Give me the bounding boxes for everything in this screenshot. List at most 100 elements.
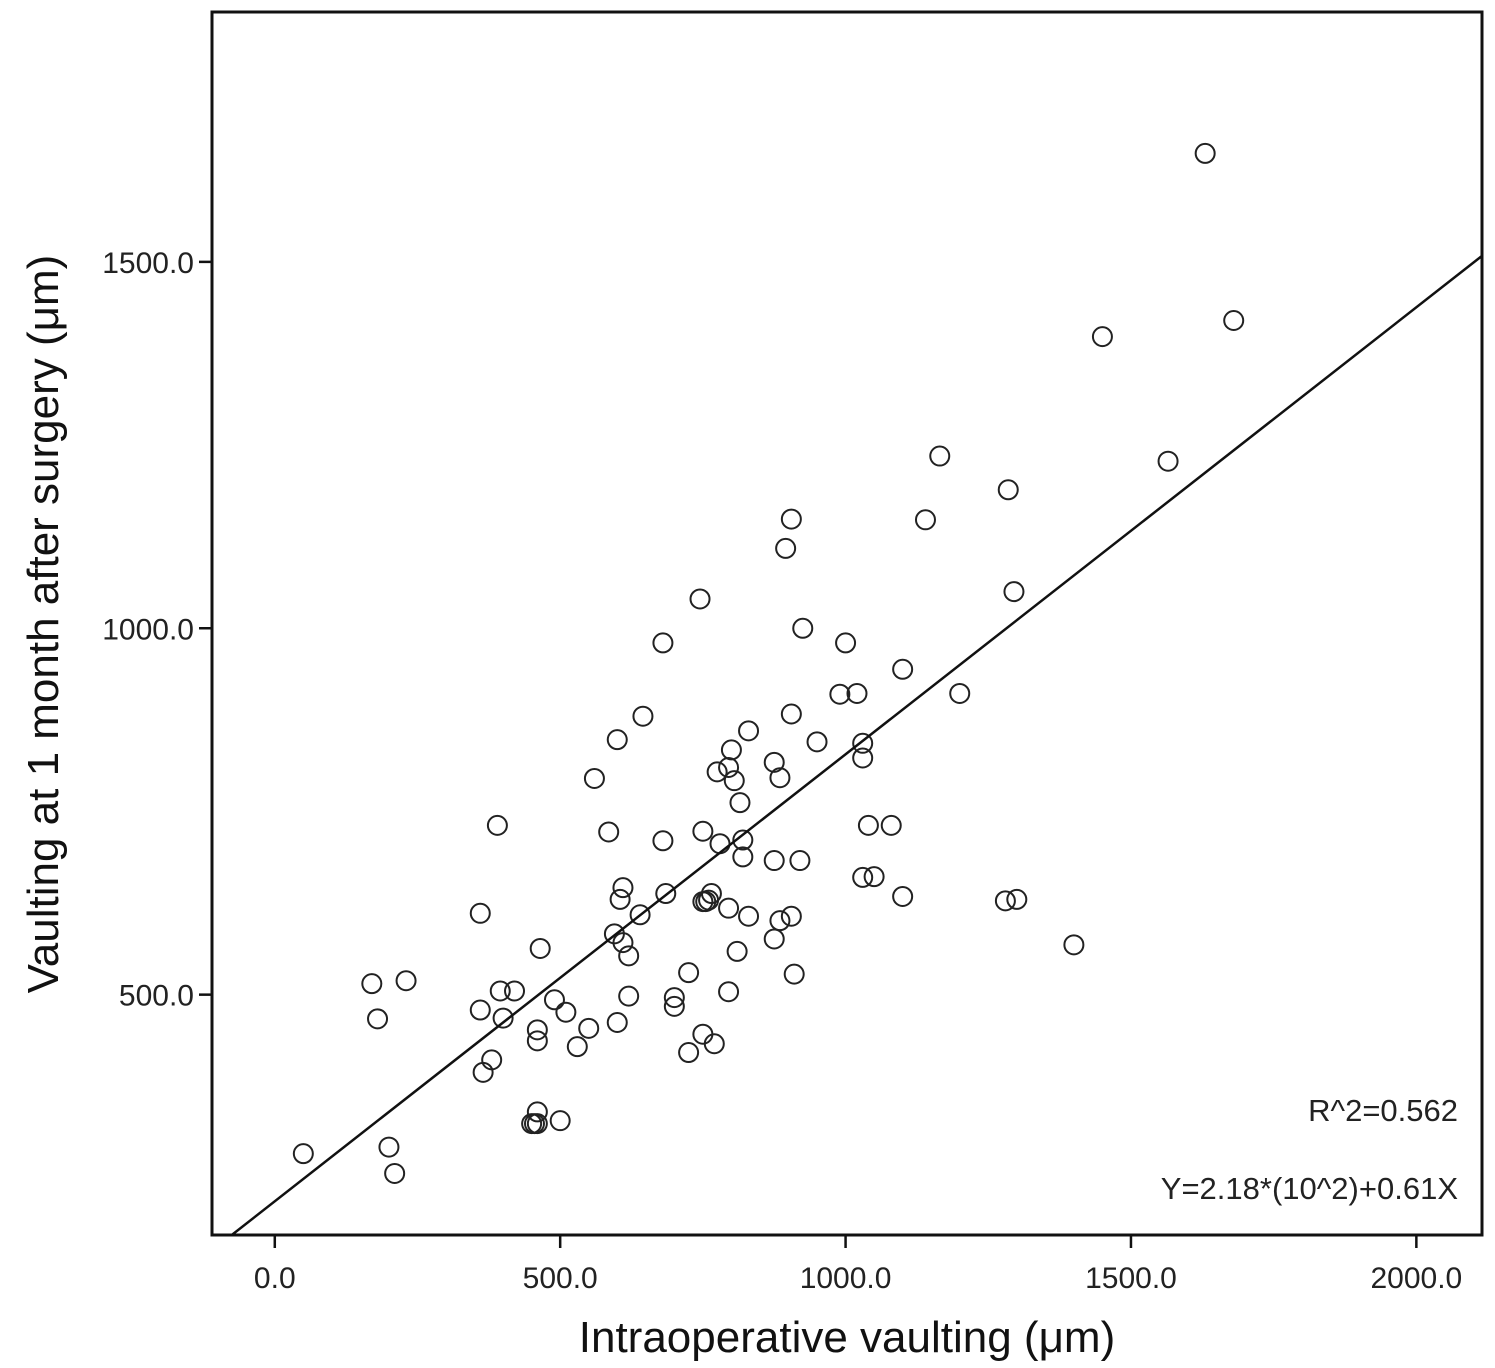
data-point [852, 732, 874, 754]
data-point [706, 761, 728, 783]
data-point [914, 509, 936, 531]
y-tick-label: 1000.0 [102, 613, 194, 646]
x-tick-label: 2000.0 [1370, 1262, 1462, 1295]
data-point [663, 987, 685, 1009]
data-point [997, 479, 1019, 501]
data-point [504, 980, 526, 1002]
data-point [720, 739, 742, 761]
data-point [780, 508, 802, 530]
data-point [689, 588, 711, 610]
data-point [618, 945, 640, 967]
data-point [863, 866, 885, 888]
data-point [367, 1008, 389, 1030]
data-point [678, 1042, 700, 1064]
data-point [612, 932, 634, 954]
data-point [469, 999, 491, 1021]
data-point [1006, 888, 1028, 910]
data-point [783, 963, 805, 985]
data-point [612, 877, 634, 899]
data-point [378, 1136, 400, 1158]
x-tick-label: 500.0 [523, 1262, 598, 1295]
data-point [678, 962, 700, 984]
data-point [769, 910, 791, 932]
x-tick-label: 1000.0 [800, 1262, 892, 1295]
data-point [763, 850, 785, 872]
data-point [718, 897, 740, 919]
data-point [892, 885, 914, 907]
data-point [709, 833, 731, 855]
data-point [1091, 326, 1113, 348]
data-point [543, 989, 565, 1011]
data-point [738, 905, 760, 927]
data-point [526, 1030, 548, 1052]
data-point [892, 658, 914, 680]
data-point [632, 705, 654, 727]
data-point [1157, 450, 1179, 472]
x-axis-title: Intraoperative vaulting (μm) [579, 1313, 1115, 1362]
x-axis-ticks: 0.0 500.0 1000.0 1500.0 2000.0 [254, 1235, 1462, 1295]
data-point [469, 902, 491, 924]
data-point [555, 1001, 577, 1023]
data-point [652, 830, 674, 852]
data-point [852, 866, 874, 888]
data-point [835, 632, 857, 654]
data-point [606, 1011, 628, 1033]
data-point [1003, 581, 1025, 603]
data-point [609, 888, 631, 910]
data-point [846, 682, 868, 704]
data-point [481, 1049, 503, 1071]
data-point [1194, 142, 1216, 164]
data-point [618, 985, 640, 1007]
regression-line [230, 254, 1483, 1236]
data-point [1063, 934, 1085, 956]
data-point [529, 937, 551, 959]
data-point [486, 814, 508, 836]
data-point [292, 1143, 314, 1165]
y-tick-label: 500.0 [119, 980, 194, 1013]
data-point [578, 1017, 600, 1039]
y-axis-ticks: 500.0 1000.0 1500.0 [102, 247, 212, 1013]
data-point [526, 1019, 548, 1041]
data-point [566, 1036, 588, 1058]
y-tick-label: 1500.0 [102, 247, 194, 280]
data-point [655, 883, 677, 905]
data-point [718, 981, 740, 1003]
data-point [994, 890, 1016, 912]
r-squared-annotation: R^2=0.562 [1308, 1093, 1458, 1128]
data-point [583, 767, 605, 789]
data-point [775, 537, 797, 559]
data-point [763, 928, 785, 950]
data-point [703, 1033, 725, 1055]
data-point [489, 980, 511, 1002]
data-points [292, 142, 1245, 1184]
data-point [692, 820, 714, 842]
data-point [780, 905, 802, 927]
data-point [789, 850, 811, 872]
data-point [526, 1101, 548, 1123]
data-point [606, 729, 628, 751]
data-point [852, 747, 874, 769]
data-point [857, 814, 879, 836]
data-point [492, 1007, 514, 1029]
data-point [729, 792, 751, 814]
data-point [663, 995, 685, 1017]
data-point [723, 770, 745, 792]
data-point [949, 682, 971, 704]
data-point [692, 1023, 714, 1045]
data-point [732, 846, 754, 868]
data-point [806, 731, 828, 753]
data-point [726, 940, 748, 962]
data-point [732, 829, 754, 851]
data-point [792, 617, 814, 639]
data-point [526, 1113, 548, 1135]
regression-equation-annotation: Y=2.18*(10^2)+0.61X [1161, 1171, 1459, 1206]
data-point [780, 703, 802, 725]
data-point [652, 632, 674, 654]
x-tick-label: 1500.0 [1085, 1262, 1177, 1295]
data-point [549, 1110, 571, 1132]
plot-frame [210, 10, 1484, 1237]
data-point [361, 973, 383, 995]
data-point [763, 751, 785, 773]
data-point [738, 720, 760, 742]
